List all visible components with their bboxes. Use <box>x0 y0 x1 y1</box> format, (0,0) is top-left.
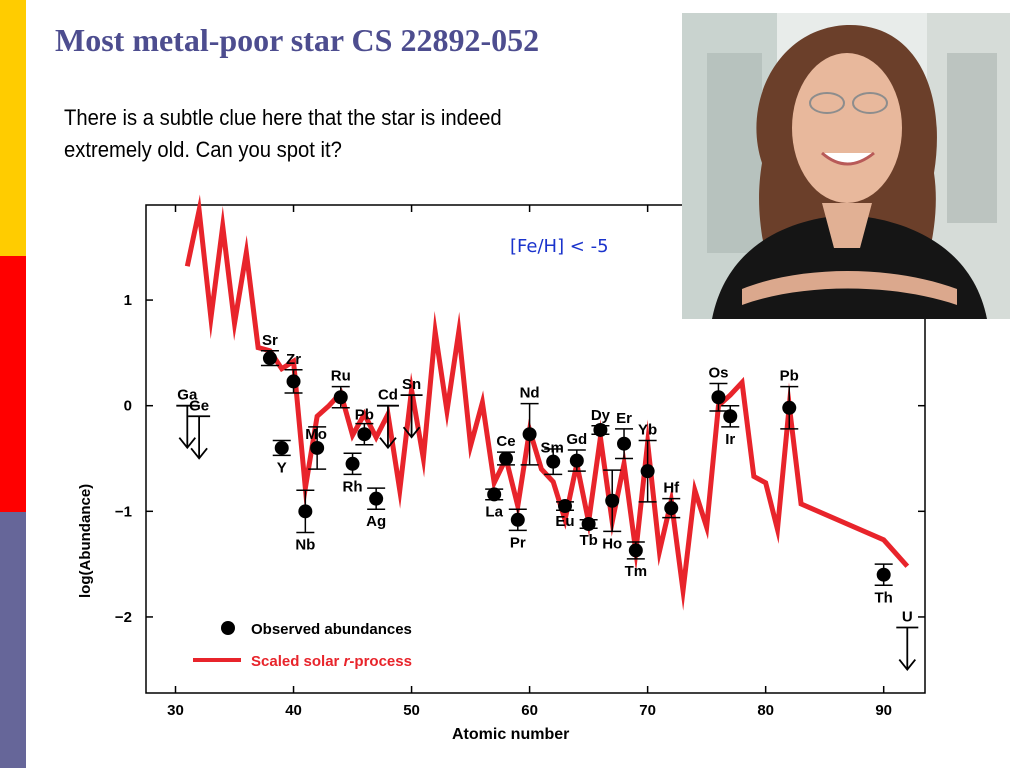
observed-point <box>298 504 313 519</box>
observed-point <box>369 491 384 506</box>
x-tick-label: 40 <box>285 702 302 719</box>
portrait-photo <box>682 13 1010 319</box>
legend-observed-label: Observed abundances <box>251 621 412 638</box>
y-tick-label: −2 <box>115 609 132 626</box>
x-tick-label: 90 <box>875 702 892 719</box>
observed-point <box>640 464 655 479</box>
observed-point <box>498 451 513 466</box>
y-tick-label: 1 <box>124 292 132 309</box>
element-label: Ru <box>331 368 351 385</box>
observed-point <box>782 400 797 415</box>
observed-point <box>558 499 573 514</box>
element-label: Er <box>616 410 632 427</box>
y-axis-label: log(Abundance) <box>77 484 94 598</box>
x-tick-label: 60 <box>521 702 538 719</box>
element-label: Ag <box>366 513 386 530</box>
observed-point <box>876 567 891 582</box>
element-label: Os <box>708 365 728 382</box>
element-label: Pb <box>355 407 374 424</box>
observed-point <box>286 374 301 389</box>
observed-point <box>593 422 608 437</box>
element-label: Gd <box>566 431 587 448</box>
element-label: La <box>485 504 503 521</box>
element-label: Sn <box>402 376 421 393</box>
element-label: Hf <box>663 480 680 497</box>
element-label: Th <box>875 589 893 606</box>
legend-solar-label: Scaled solar r-process <box>251 653 412 670</box>
observed-point <box>274 440 289 455</box>
axis-ticks: 30 40 50 60 70 80 90 1 0 −1 −2 <box>115 205 925 719</box>
slide-body-text: There is a subtle clue here that the sta… <box>64 105 502 162</box>
element-label: Ga <box>177 387 198 404</box>
accent-stripe-yellow <box>0 0 26 256</box>
element-label: Mo <box>305 426 327 443</box>
observed-point <box>345 456 360 471</box>
element-label: Tb <box>579 532 597 549</box>
observed-point <box>711 390 726 405</box>
element-label: Ge <box>189 397 209 414</box>
element-label: U <box>902 609 913 626</box>
element-label: Sr <box>262 332 278 349</box>
element-label: Pr <box>510 534 526 551</box>
down-arrow-icon <box>379 437 397 450</box>
accent-stripe-purple <box>0 512 26 768</box>
observed-point <box>569 453 584 468</box>
observed-point <box>546 454 561 469</box>
y-tick-label: −1 <box>115 503 132 520</box>
element-label: Eu <box>555 513 574 530</box>
metallicity-annotation: [Fe/H] < -5 <box>510 236 609 257</box>
element-label: Dy <box>591 407 611 424</box>
observed-point <box>581 516 596 531</box>
accent-stripe-red <box>0 256 26 512</box>
observed-point <box>605 493 620 508</box>
down-arrow-icon <box>402 426 421 439</box>
element-label: Cd <box>378 387 398 404</box>
down-arrow-icon <box>190 447 208 460</box>
down-arrow-icon <box>898 658 916 671</box>
element-label: Tm <box>625 563 648 580</box>
observed-point <box>617 436 632 451</box>
abundance-chart: 30 40 50 60 70 80 90 1 0 −1 −2 Sr Y Zr Nb Mo Ru Rh Pb Ag La… <box>77 194 926 743</box>
element-label: Ce <box>496 433 515 450</box>
observed-point <box>357 427 372 442</box>
observed-point <box>723 409 738 424</box>
observed-points: Sr Y Zr Nb Mo Ru Rh Pb Ag La Ce Pr Nd Sm Eu Gd Tb Dy Ho Er T… <box>260 332 893 606</box>
element-label: Y <box>277 459 287 476</box>
observed-point <box>262 351 277 366</box>
observed-point <box>333 390 348 405</box>
element-label: Rh <box>343 478 363 495</box>
plot-frame <box>145 204 926 694</box>
observed-point <box>522 427 537 442</box>
observed-point <box>628 543 643 558</box>
down-arrow-icon <box>178 437 197 450</box>
element-label: Nb <box>295 536 315 553</box>
x-tick-label: 50 <box>403 702 420 719</box>
observed-point <box>487 487 502 502</box>
chart-legend: Observed abundances Scaled solar r-proce… <box>193 621 412 670</box>
observed-point <box>664 501 679 516</box>
x-tick-label: 80 <box>757 702 774 719</box>
legend-observed-marker <box>221 621 235 635</box>
element-label: Nd <box>520 385 540 402</box>
element-label: Pb <box>780 368 799 385</box>
element-label: Yb <box>638 422 657 439</box>
element-label: Zr <box>286 351 301 368</box>
observed-point <box>310 440 325 455</box>
x-axis-label: Atomic number <box>452 726 569 743</box>
element-label: Sm <box>541 440 564 457</box>
x-tick-label: 70 <box>639 702 656 719</box>
y-tick-label: 0 <box>124 398 132 415</box>
element-label: Ir <box>725 431 735 448</box>
slide-title: Most metal-poor star CS 22892-052 <box>55 22 540 58</box>
observed-point <box>510 512 525 527</box>
x-tick-label: 30 <box>167 702 184 719</box>
element-label: Ho <box>602 535 622 552</box>
